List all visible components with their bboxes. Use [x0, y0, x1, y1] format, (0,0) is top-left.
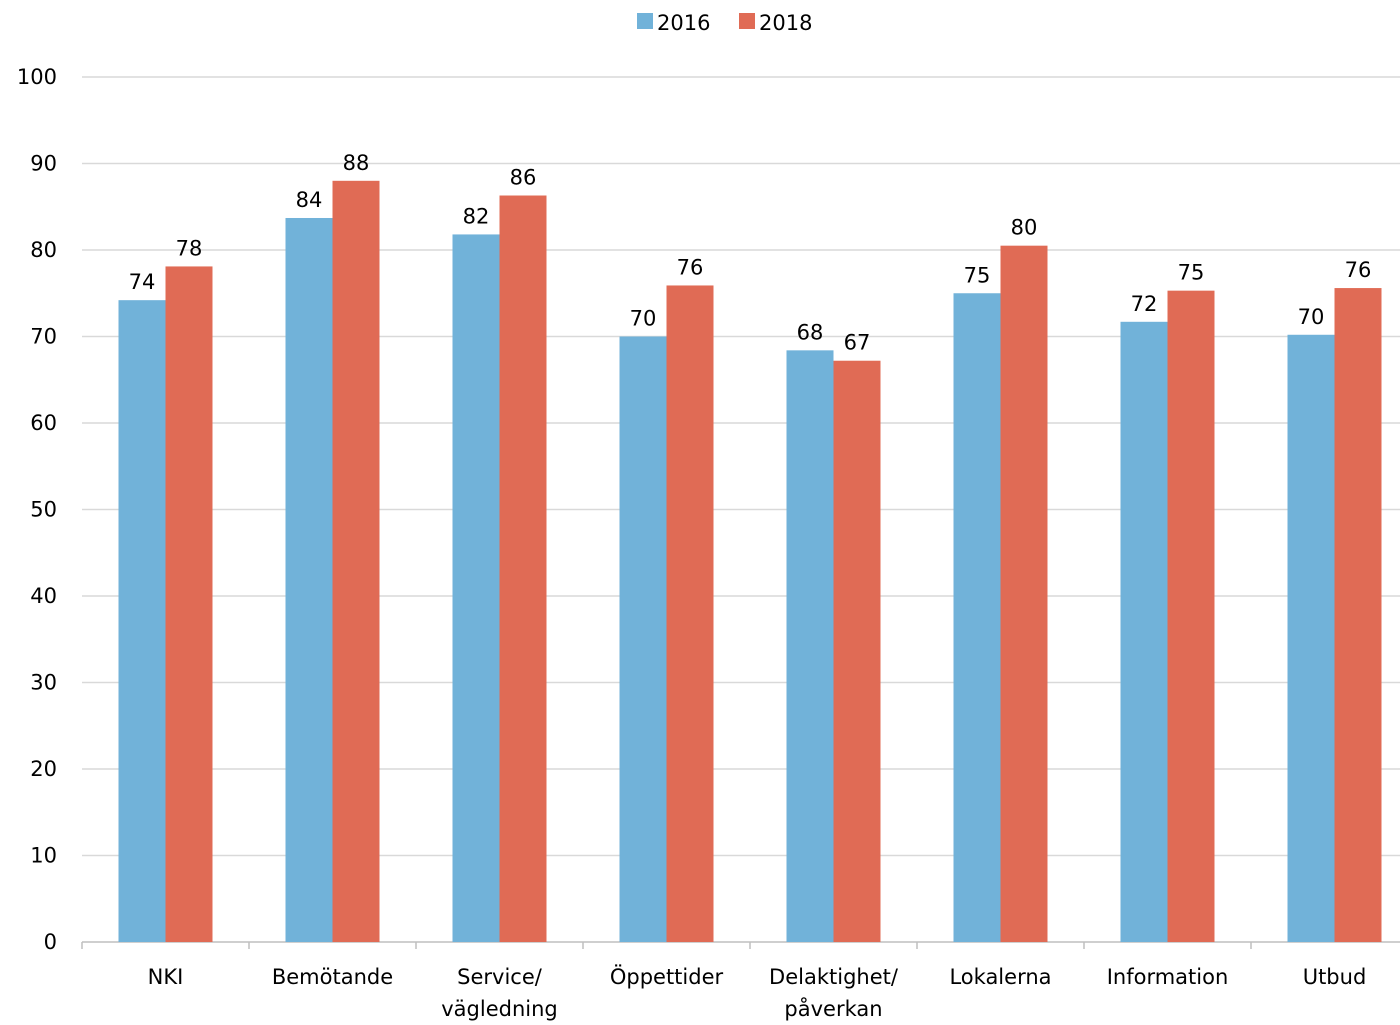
bar-2016	[118, 300, 166, 942]
legend-swatch-2016	[637, 13, 653, 29]
legend-label-2016: 2016	[657, 11, 710, 35]
x-tick-label: Öppettider	[610, 964, 724, 989]
bar-2018	[165, 266, 213, 942]
data-label-2018: 80	[1011, 216, 1038, 240]
x-tick-label: Delaktighet/påverkan	[769, 965, 899, 1021]
bar-2018	[1334, 288, 1382, 942]
x-tick-label: Utbud	[1303, 965, 1367, 989]
bar-2016	[1120, 321, 1168, 942]
legend-swatch-2018	[739, 13, 755, 29]
bar-2016	[953, 293, 1001, 942]
axes: 0 10 20 30 40 50 60 70 80 90 100 NKI Bemötande Servic…	[17, 65, 1400, 1021]
legend-label-2018: 2018	[759, 11, 812, 35]
data-label-2016: 84	[296, 188, 323, 212]
y-tick-label: 100	[17, 65, 57, 89]
x-tick-label: Service/vägledning	[441, 965, 558, 1021]
bar-2016	[1287, 334, 1335, 942]
data-label-2016: 72	[1131, 292, 1158, 316]
y-tick-label: 50	[30, 498, 57, 522]
data-label-2018: 86	[510, 166, 537, 190]
y-tick-label: 90	[30, 152, 57, 176]
y-tick-label: 40	[30, 584, 57, 608]
bar-2018	[666, 285, 714, 943]
data-label-2018: 76	[677, 255, 704, 279]
legend: 2016 2018	[637, 11, 812, 35]
data-label-2018: 75	[1178, 261, 1205, 285]
bar-2018	[332, 180, 380, 943]
data-label-2016: 70	[630, 307, 657, 331]
y-tick-label: 80	[30, 238, 57, 262]
bar-2018	[1167, 290, 1215, 942]
bar-2018	[499, 195, 547, 942]
bar-2016	[452, 234, 500, 942]
x-tick-label: Bemötande	[272, 965, 393, 989]
bar-2016	[619, 336, 667, 942]
bar-2016	[786, 350, 834, 943]
y-tick-label: 0	[44, 930, 57, 954]
y-tick-label: 20	[30, 757, 57, 781]
data-label-2018: 88	[343, 151, 370, 175]
data-label-2018: 67	[844, 331, 871, 355]
data-labels: 74 84 82 70 68 75 72 70 78 88 86 76 67 80 75 76	[129, 151, 1372, 355]
y-tick-label: 70	[30, 325, 57, 349]
y-tick-label: 60	[30, 411, 57, 435]
y-tick-label: 10	[30, 844, 57, 868]
bar-2016	[285, 217, 333, 942]
data-label-2016: 75	[964, 263, 991, 287]
x-tick-label: NKI	[148, 965, 184, 989]
x-tick-label: Information	[1107, 965, 1229, 989]
y-tick-label: 30	[30, 671, 57, 695]
data-label-2018: 78	[176, 236, 203, 260]
bar-2018	[833, 360, 881, 943]
bar-2018	[1000, 245, 1048, 943]
data-label-2016: 70	[1298, 305, 1325, 329]
data-label-2016: 74	[129, 270, 156, 294]
data-label-2018: 76	[1345, 258, 1372, 282]
data-label-2016: 68	[797, 320, 824, 344]
data-label-2016: 82	[463, 204, 490, 228]
bars	[118, 180, 1382, 943]
x-tick-label: Lokalerna	[949, 965, 1051, 989]
